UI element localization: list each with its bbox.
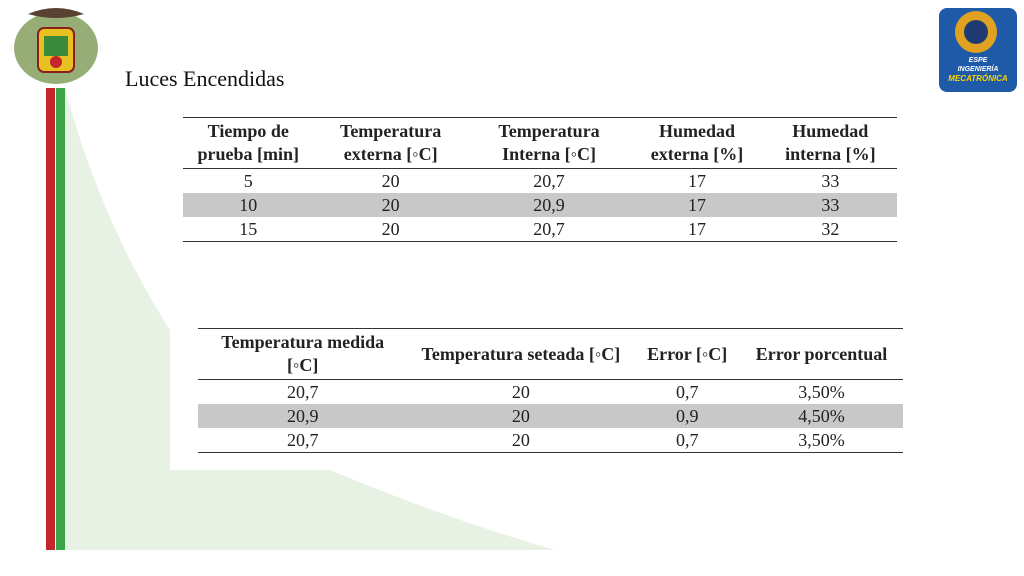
table-cell: 20 (511, 429, 530, 450)
table-row: 15 20 20,7 17 32 (183, 217, 897, 242)
logo-line: ESPE (968, 57, 988, 64)
table: Tiempo de prueba [min] Temperatura extern… (183, 117, 897, 242)
green-bar (56, 88, 65, 550)
table-cell: 0,7 (675, 381, 699, 402)
logo-line: INGENIERÍA (957, 66, 999, 73)
header-cell: Temperatura medida [◦C] (221, 332, 385, 375)
header-cell: Error porcentual (755, 343, 888, 364)
table-cell: 4,50% (798, 405, 845, 426)
table-row: 20,7 20 0,7 3,50% (198, 380, 903, 405)
table-body: 5 20 20,7 17 33 10 20 20,9 17 33 15 20 20,7 17 32 (183, 169, 897, 242)
header-cell: Humedad externa [%] (650, 121, 744, 164)
table-row: 10 20 20,9 17 33 (183, 193, 897, 217)
table-cell: 3,50% (798, 429, 845, 450)
logo-text: ESPE INGENIERÍA MECATRÓNICA (941, 56, 1015, 83)
header-cell: Temperatura externa [◦C] (339, 121, 442, 164)
header-cell: Humedad interna [%] (785, 121, 876, 164)
header-row: Temperatura medida [◦C] Temperatura setea… (198, 328, 903, 380)
header-cell: Error [◦C] (647, 343, 728, 364)
header-cell: Temperatura Interna [◦C] (498, 121, 600, 164)
green-shape (65, 88, 555, 550)
left-logo (14, 8, 98, 84)
table-cell: 20 (511, 405, 530, 426)
table: Temperatura medida [◦C] Temperatura setea… (198, 328, 903, 453)
table-cell: 3,50% (798, 381, 845, 402)
header-cell: Tiempo de prueba [min] (197, 121, 300, 164)
table-row: 5 20 20,7 17 33 (183, 169, 897, 194)
slide-title: Luces Encendidas (125, 66, 285, 91)
table-cell: 20 (381, 194, 400, 215)
header-cell: Temperatura seteada [◦C] (421, 343, 621, 364)
table-cell: 20,7 (286, 429, 319, 450)
table-cell: 20 (381, 170, 400, 191)
table-cell: 33 (821, 170, 840, 191)
table-cell: 20,7 (286, 381, 319, 402)
table-cell: 10 (239, 194, 258, 215)
table-cell: 20 (511, 381, 530, 402)
table-cell: 17 (687, 170, 706, 191)
logo-line: MECATRÓNICA (948, 74, 1008, 83)
table-cell: 0,9 (675, 405, 699, 426)
table-cell: 17 (687, 194, 706, 215)
table-header: Temperatura medida [◦C] Temperatura setea… (198, 328, 903, 380)
table-cell: 20,9 (286, 405, 319, 426)
table-cell: 32 (821, 218, 840, 239)
header-row: Tiempo de prueba [min] Temperatura extern… (183, 117, 897, 169)
table-cell: 33 (821, 194, 840, 215)
table-row: 20,7 20 0,7 3,50% (198, 428, 903, 453)
red-bar (46, 88, 55, 550)
table-cell: 20,7 (533, 218, 565, 239)
table-header: Tiempo de prueba [min] Temperatura extern… (183, 117, 897, 169)
table-cell: 0,7 (675, 429, 699, 450)
right-logo (939, 8, 1017, 92)
table-cell: 15 (239, 218, 258, 239)
table-cell: 5 (243, 170, 253, 191)
table-body: 20,7 20 0,7 3,50% 20,9 20 0,9 4,50% 20,7 20 0,7 3,5… (198, 380, 903, 453)
table-cell: 20,7 (533, 170, 565, 191)
table-row: 20,9 20 0,9 4,50% (198, 404, 903, 428)
table-cell: 20 (381, 218, 400, 239)
table-cell: 20,9 (533, 194, 565, 215)
table-cell: 17 (687, 218, 706, 239)
